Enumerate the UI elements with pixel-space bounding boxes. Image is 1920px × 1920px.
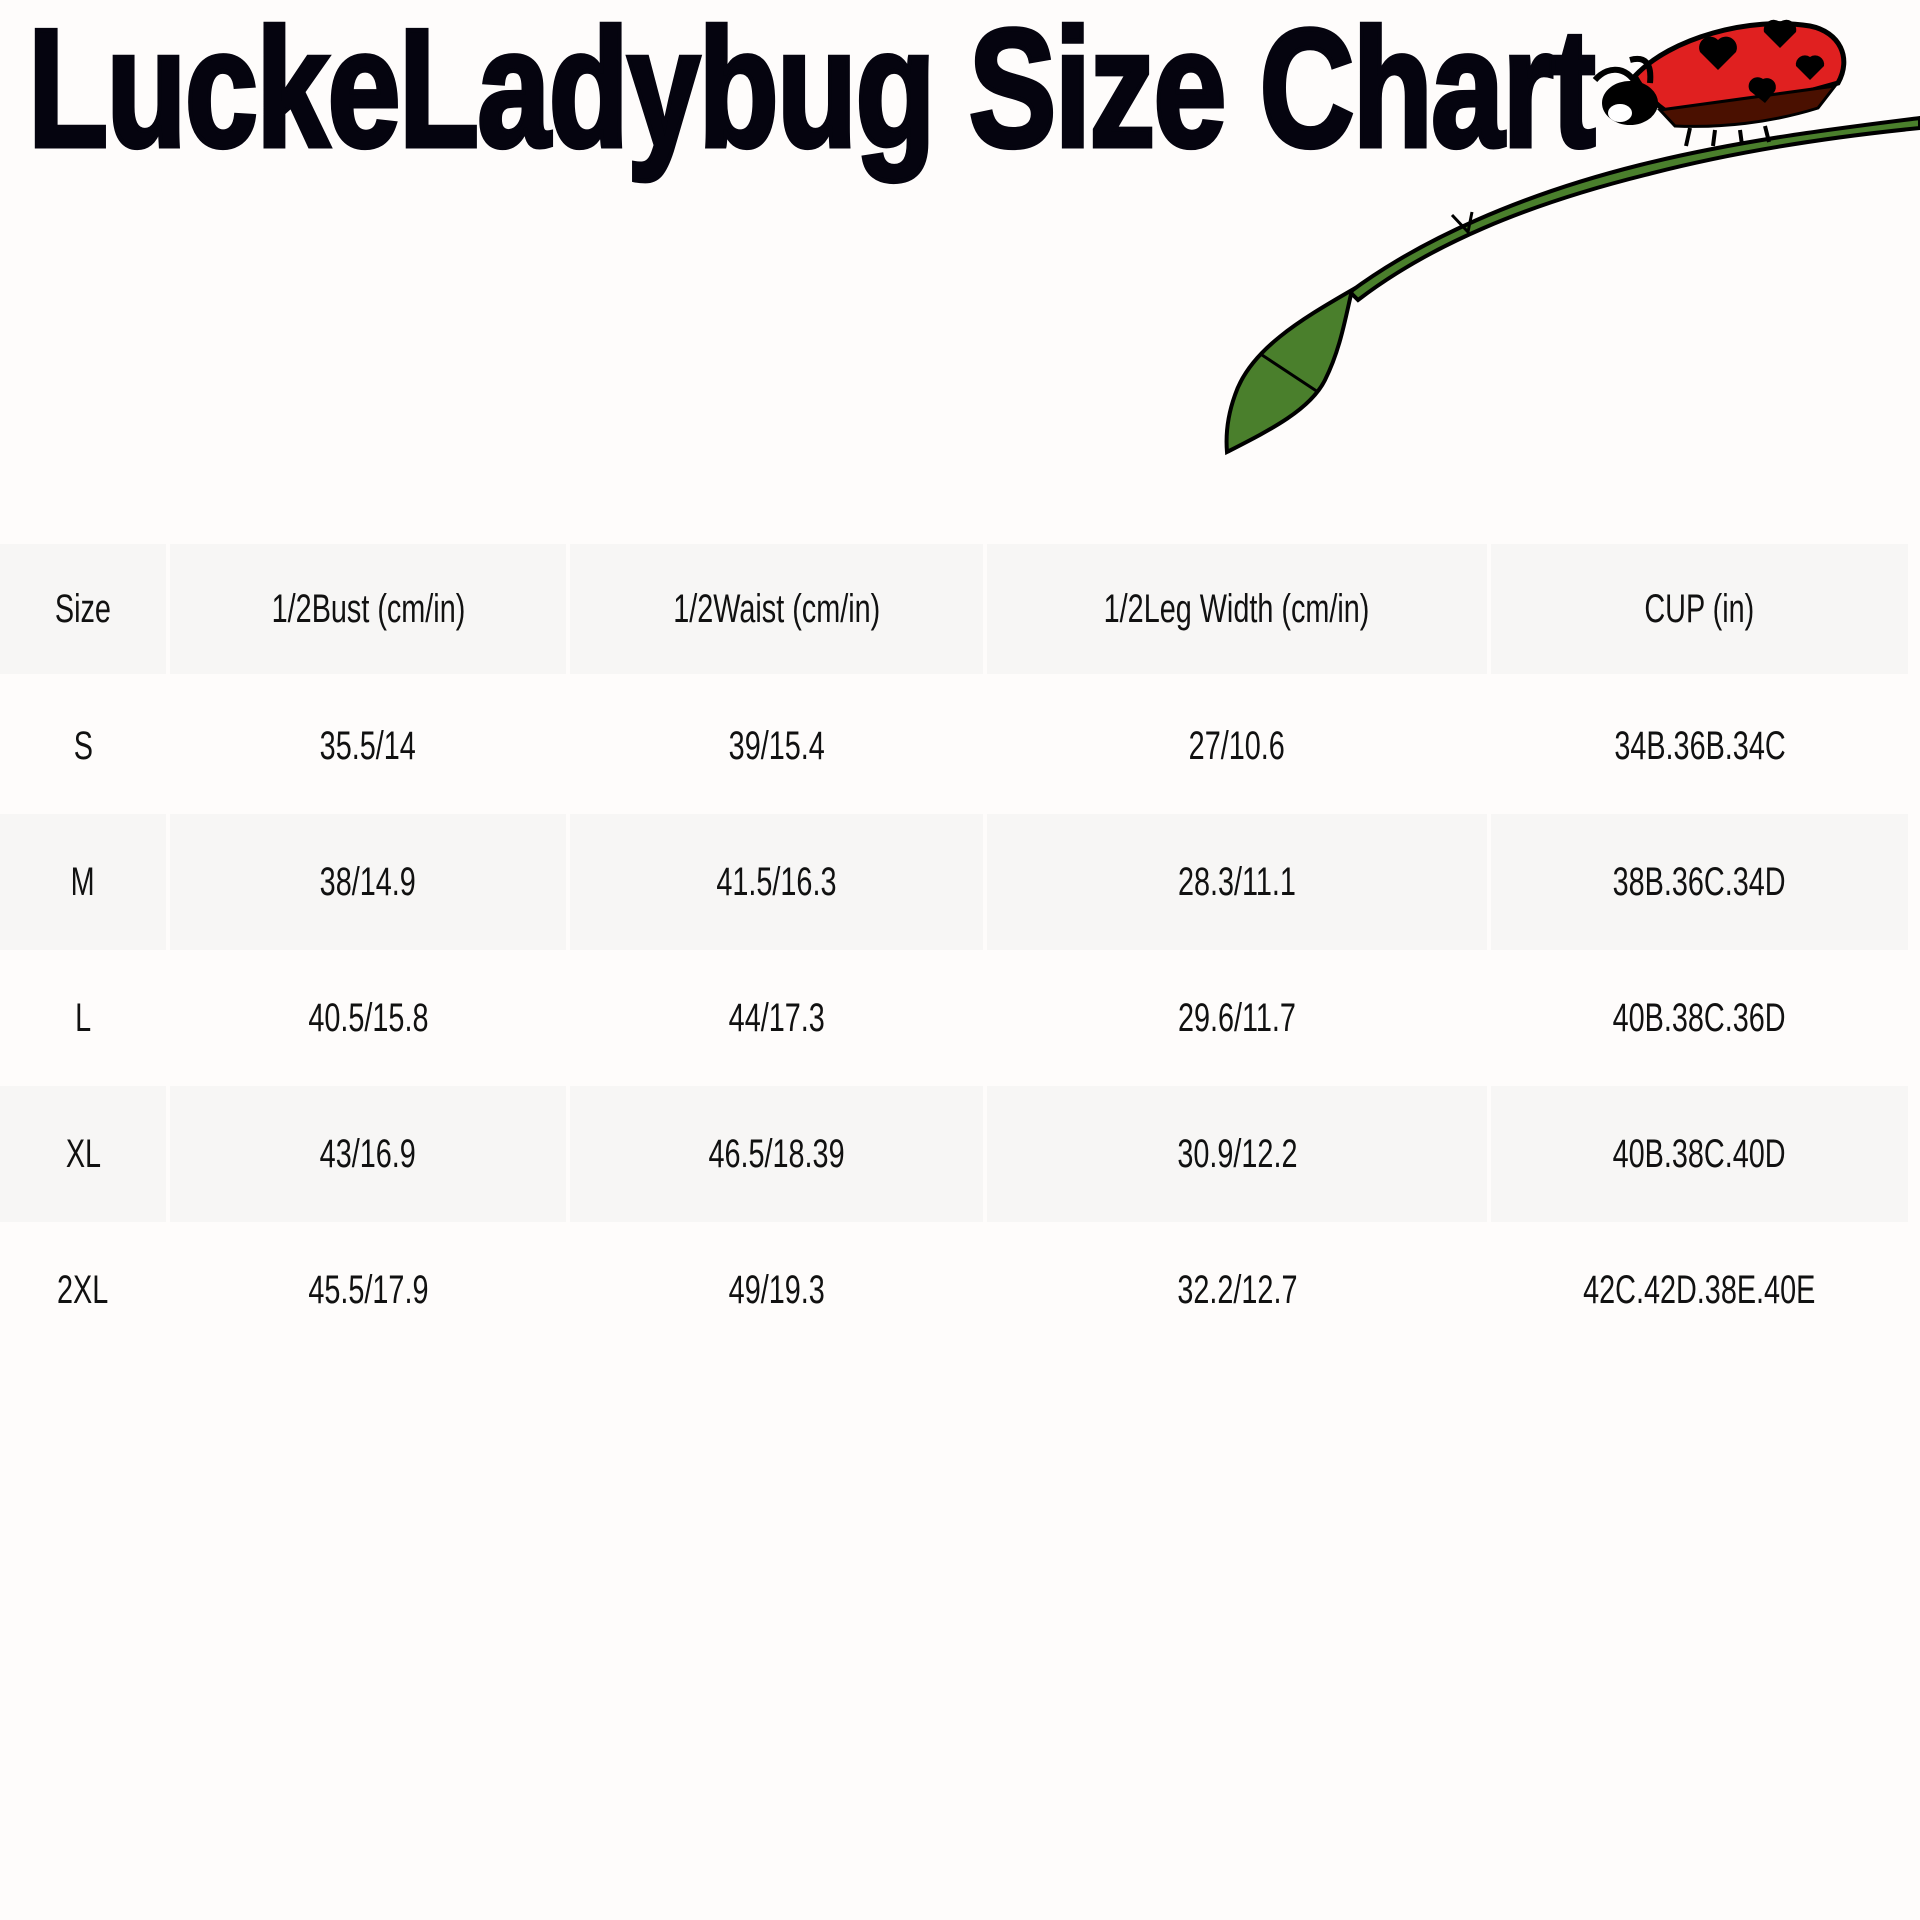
header-cell: 1/2Leg Width (cm/in) [987,544,1487,674]
table-cell: 30.9/12.2 [987,1086,1487,1222]
table-cell: 35.5/14 [319,723,417,768]
table-row: S 35.5/14 39/15.4 27/10.6 34B.36B.34C [0,678,1910,814]
table-cell: 2XL [57,1267,109,1312]
table-row: 2XL 45.5/17.9 49/19.3 32.2/12.7 42C.42D.38E.… [0,1222,1910,1358]
table-cell: 44/17.3 [728,995,825,1040]
table-cell: 49/19.3 [728,1267,825,1312]
table-cell: 43/16.9 [170,1086,566,1222]
table-cell: 38/14.9 [170,814,566,950]
leaf [1224,285,1355,456]
table-cell: 34B.36B.34C [1613,723,1786,768]
table-cell: 41.5/16.3 [570,814,983,950]
table-cell: 28.3/11.1 [987,814,1487,950]
table-cell: M [0,814,166,950]
header-cell: 1/2Bust (cm/in) [170,544,566,674]
table-row: XL 43/16.9 46.5/18.39 30.9/12.2 40B.38C.40D [0,1086,1910,1222]
table-cell: 40.5/15.8 [307,995,429,1040]
table-cell: 40B.38C.40D [1491,1086,1908,1222]
header-cell: CUP (in) [1491,544,1908,674]
table-cell: 46.5/18.39 [570,1086,983,1222]
branch-stem [1346,115,1920,303]
table-cell: L [74,995,92,1040]
table-cell: 40B.38C.36D [1613,995,1786,1040]
table-cell: 39/15.4 [728,723,825,768]
table-cell: S [73,723,93,768]
table-cell: 29.6/11.7 [1178,995,1296,1040]
header-cell: Size [0,544,166,674]
table-cell: 27/10.6 [1188,723,1286,768]
ladybug [1592,19,1847,147]
header-cell: 1/2Waist (cm/in) [570,544,983,674]
page-title: LuckeLadybug Size Chart [26,0,1597,185]
table-header-row: Size 1/2Bust (cm/in) 1/2Waist (cm/in) 1/… [0,544,1910,674]
table-cell: 32.2/12.7 [1176,1267,1298,1312]
size-chart-table: Size 1/2Bust (cm/in) 1/2Waist (cm/in) 1/… [0,544,1910,1358]
ladybug-on-branch-icon [1224,19,1920,456]
table-cell: XL [0,1086,166,1222]
table-cell: 45.5/17.9 [307,1267,429,1312]
table-cell: 38B.36C.34D [1491,814,1908,950]
table-row: M 38/14.9 41.5/16.3 28.3/11.1 38B.36C.34D [0,814,1910,950]
table-row: L 40.5/15.8 44/17.3 29.6/11.7 40B.38C.36D [0,950,1910,1086]
table-cell: 42C.42D.38E.40E [1583,1267,1816,1312]
